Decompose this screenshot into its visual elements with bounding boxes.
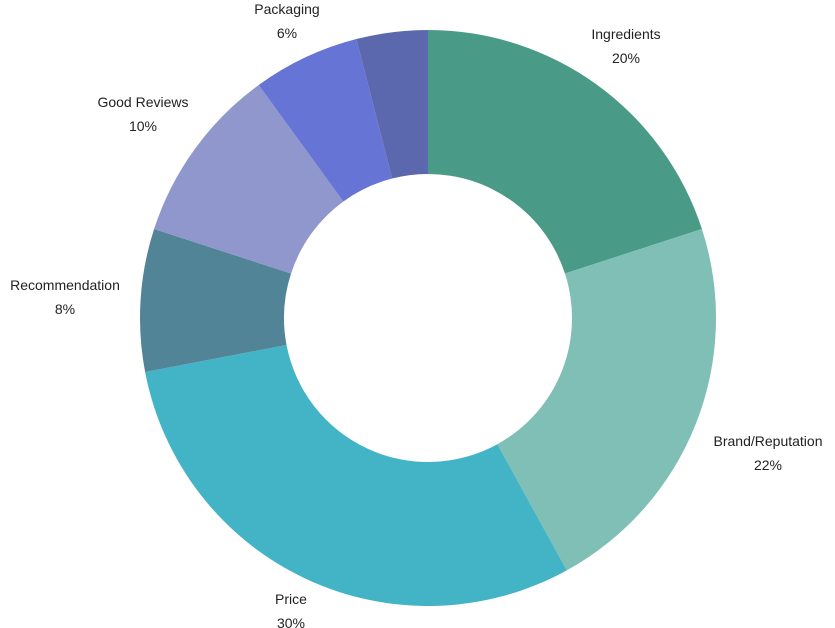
slice-value-label: 30% bbox=[277, 615, 305, 628]
slice-value-label: 10% bbox=[129, 118, 157, 134]
slice-value-label: 22% bbox=[754, 457, 782, 473]
slice-packaging[interactable] bbox=[258, 39, 393, 202]
slice-price[interactable] bbox=[145, 344, 567, 606]
slice-label: Price bbox=[275, 591, 307, 607]
slice-recommendation[interactable] bbox=[139, 229, 292, 372]
slice-value-label: 20% bbox=[612, 50, 640, 66]
slice-label: Recommendation bbox=[10, 277, 120, 293]
slice-value-label: 8% bbox=[55, 301, 75, 317]
slice-good-reviews[interactable] bbox=[154, 85, 344, 274]
slice-label: Good Reviews bbox=[97, 94, 188, 110]
donut-labels: Ingredients 20% Brand/Reputation 22% Price 30… bbox=[10, 1, 822, 628]
slice-value-label: 6% bbox=[277, 25, 297, 41]
donut-slices bbox=[139, 30, 716, 606]
slice-label: Brand/Reputation bbox=[714, 433, 823, 449]
slice-label: Packaging bbox=[254, 1, 319, 17]
slice-unlabeled[interactable] bbox=[356, 30, 428, 179]
slice-brand-reputation[interactable] bbox=[497, 229, 716, 571]
slice-label: Ingredients bbox=[591, 26, 660, 42]
slice-ingredients[interactable] bbox=[428, 30, 702, 274]
